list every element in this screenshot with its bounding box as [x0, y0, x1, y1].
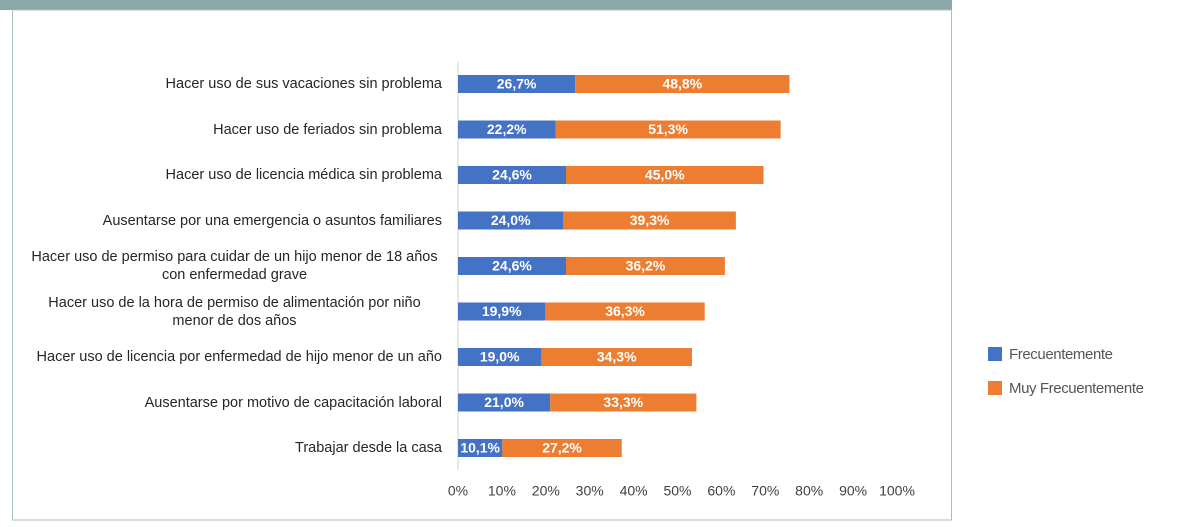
value-label: 27,2% [542, 440, 582, 456]
value-label: 10,1% [460, 440, 500, 456]
legend-swatch [988, 347, 1002, 361]
x-tick-label: 90% [839, 483, 867, 499]
category-label: Hacer uso de licencia por enfermedad de … [36, 349, 442, 365]
value-label: 19,9% [482, 303, 522, 319]
value-label: 24,6% [492, 167, 532, 183]
x-tick-label: 0% [448, 483, 468, 499]
value-label: 26,7% [497, 76, 537, 92]
bar-segment [458, 211, 564, 230]
value-label: 36,3% [605, 303, 645, 319]
legend-label: Muy Frecuentemente [1009, 380, 1144, 397]
x-tick-label: 30% [576, 483, 604, 499]
x-tick-label: 20% [532, 483, 560, 499]
bar-segment [555, 120, 781, 139]
category-label-box: Hacer uso de sus vacaciones sin problema [166, 75, 442, 93]
value-label: 24,0% [491, 212, 531, 228]
category-label-box: Trabajar desde la casa [295, 439, 442, 457]
bar-segment [458, 257, 566, 275]
category-label: Hacer uso de la hora de permiso de alime… [48, 294, 421, 329]
value-label: 39,3% [630, 212, 670, 228]
category-label-box: Hacer uso de feriados sin problema [213, 121, 442, 139]
value-label: 34,3% [597, 349, 637, 365]
value-label: 21,0% [484, 394, 524, 410]
x-tick-label: 10% [488, 483, 516, 499]
category-label-box: Hacer uso de licencia médica sin problem… [166, 166, 442, 184]
bar-segment [541, 348, 692, 366]
bar-segment [458, 166, 566, 184]
category-label: Ausentarse por una emergencia o asuntos … [102, 212, 442, 229]
category-label: Hacer uso de licencia médica sin problem… [165, 167, 442, 183]
bar-segment [575, 75, 790, 93]
bar-segment [563, 211, 736, 230]
category-label: Trabajar desde la casa [295, 440, 442, 456]
bar-segment [545, 302, 705, 321]
bar-segment [458, 439, 503, 457]
category-label: Hacer uso de sus vacaciones sin problema [165, 76, 442, 92]
category-label: Ausentarse por motivo de capacitación la… [144, 394, 442, 411]
value-label: 33,3% [603, 394, 643, 410]
bar-segment [550, 393, 697, 412]
value-label: 22,2% [487, 121, 527, 137]
legend-swatch [988, 381, 1002, 395]
category-label-box: Hacer uso de la hora de permiso de alime… [27, 294, 442, 330]
chart-frame [12, 9, 952, 521]
x-tick-label: 80% [795, 483, 823, 499]
x-tick-label: 50% [663, 483, 691, 499]
category-label-box: Hacer uso de permiso para cuidar de un h… [27, 248, 442, 284]
category-label-box: Ausentarse por una emergencia o asuntos … [103, 212, 442, 230]
x-tick-label: 100% [879, 483, 915, 499]
bar-segment [565, 166, 764, 184]
category-label-box: Hacer uso de licencia por enfermedad de … [37, 348, 442, 366]
bar-segment [458, 302, 546, 321]
x-tick-label: 40% [620, 483, 648, 499]
value-label: 19,0% [480, 349, 520, 365]
value-label: 24,6% [492, 258, 532, 274]
header-band [0, 0, 952, 10]
x-tick-label: 60% [707, 483, 735, 499]
bar-segment [458, 348, 542, 366]
bar-segment [458, 75, 576, 93]
bar-segment [565, 257, 725, 275]
bar-segment [458, 393, 551, 412]
bar-segment [502, 439, 622, 457]
value-label: 45,0% [645, 167, 685, 183]
category-label: Hacer uso de feriados sin problema [213, 121, 442, 138]
value-label: 51,3% [648, 121, 688, 137]
x-tick-label: 70% [751, 483, 779, 499]
category-label: Hacer uso de permiso para cuidar de un h… [31, 249, 438, 283]
category-label-box: Ausentarse por motivo de capacitación la… [145, 394, 442, 412]
value-label: 36,2% [626, 258, 666, 274]
bar-segment [458, 120, 556, 139]
legend-label: Frecuentemente [1009, 346, 1113, 363]
value-label: 48,8% [662, 76, 702, 92]
